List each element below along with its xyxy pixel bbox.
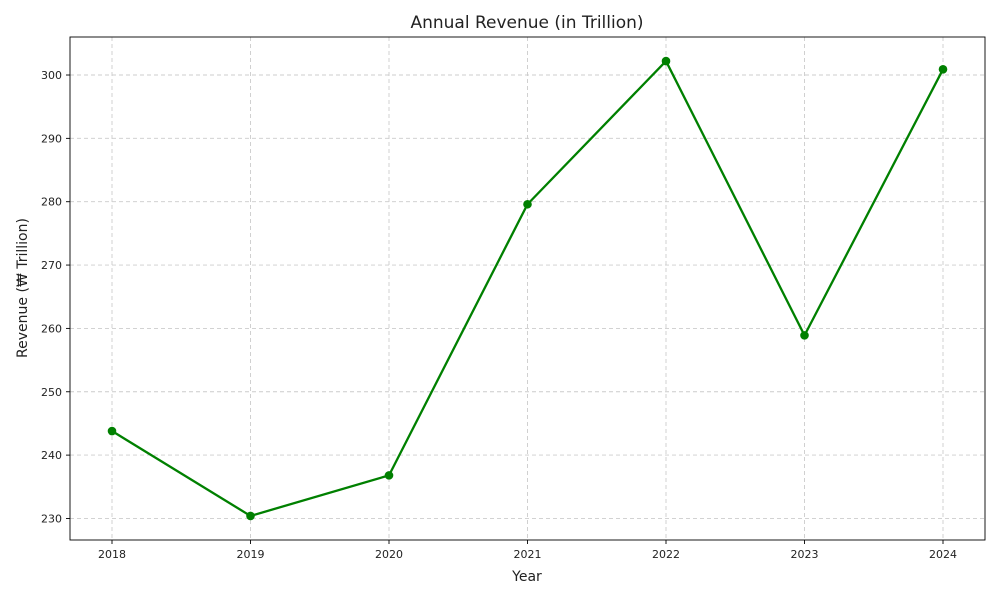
x-axis-label: Year: [511, 569, 542, 585]
data-point: [938, 65, 948, 74]
y-tick-label: 230: [41, 512, 62, 525]
y-tick-label: 270: [41, 259, 62, 272]
x-tick-label: 2020: [375, 548, 403, 561]
y-tick-label: 280: [41, 196, 62, 209]
x-tick-label: 2024: [929, 548, 957, 561]
data-point: [107, 426, 117, 436]
y-tick-label: 260: [41, 322, 62, 335]
x-tick-label: 2019: [237, 548, 265, 561]
x-tick-label: 2023: [791, 548, 819, 561]
data-point: [800, 331, 809, 340]
y-tick-label: 250: [41, 386, 62, 399]
chart-title: Annual Revenue (in Trillion): [410, 13, 643, 33]
y-tick-label: 240: [41, 449, 62, 462]
y-tick-label: 300: [41, 69, 62, 82]
x-tick-label: 2022: [652, 548, 680, 561]
x-axis-ticks: 2018 2019 2020 2021 2022 2023 2024: [98, 540, 957, 561]
series-layer: [107, 56, 948, 521]
y-axis-label: Revenue (₩ Trillion): [15, 218, 31, 358]
data-point: [384, 471, 394, 480]
y-axis-ticks: 230 240 250 260 270 280 290 300: [41, 69, 70, 525]
data-point: [523, 199, 532, 209]
data-point: [246, 511, 255, 521]
y-tick-label: 290: [41, 132, 62, 145]
x-tick-label: 2021: [514, 548, 542, 561]
x-tick-label: 2018: [98, 548, 126, 561]
data-point: [661, 56, 671, 66]
